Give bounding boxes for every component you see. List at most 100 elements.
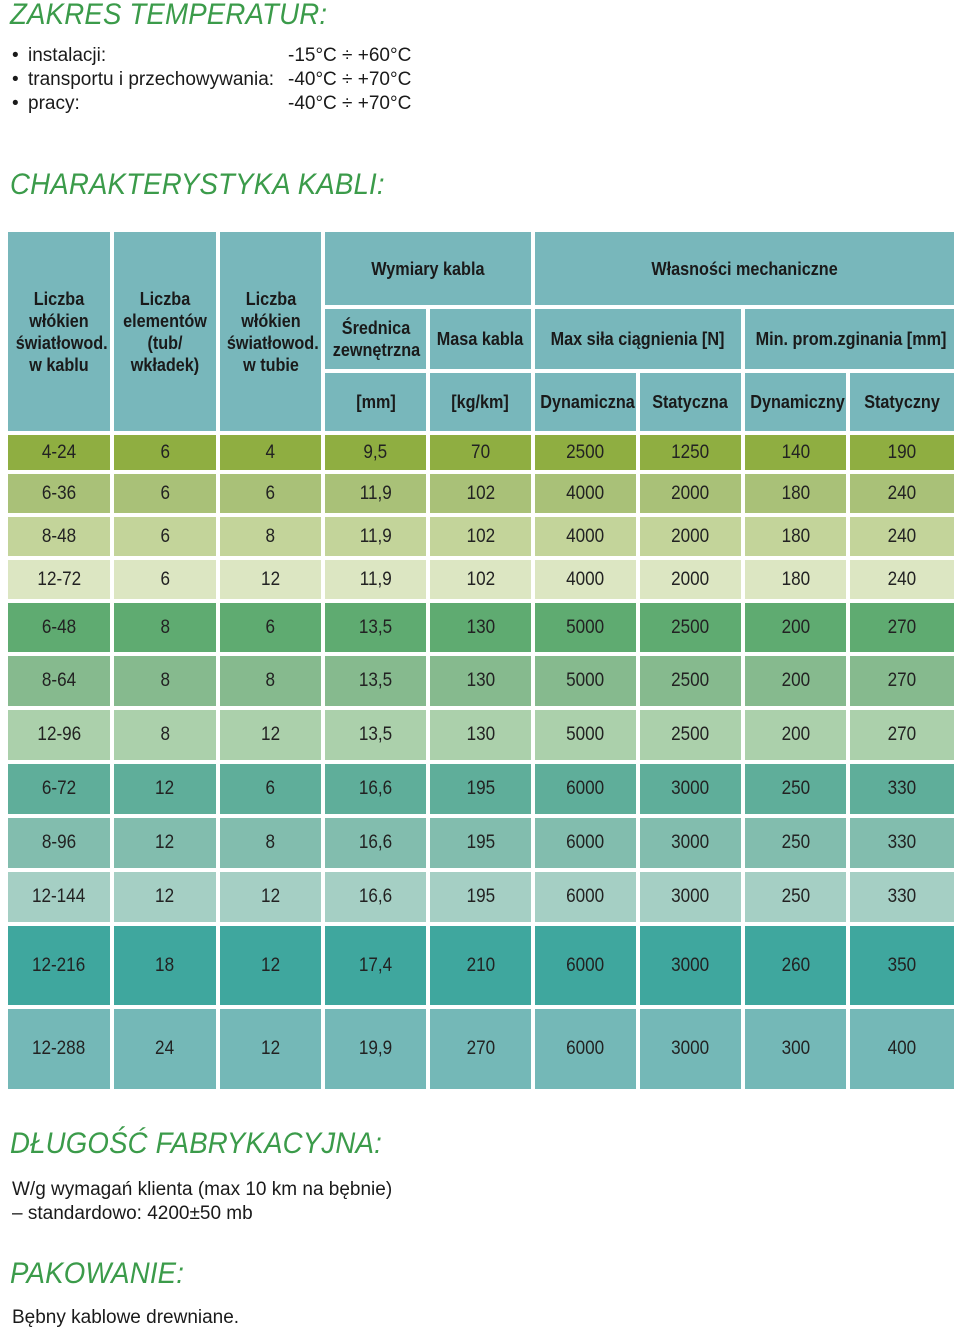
- temperature-label: transportu i przechowywania:: [28, 69, 275, 90]
- list-item: • instalacji: -15°C ÷ +60°C: [12, 45, 412, 66]
- cell-fibers-in-cable: 12-96: [8, 710, 110, 760]
- cell-bend-static: 330: [850, 818, 955, 868]
- cell-bend-static: 240: [850, 560, 955, 599]
- cell-fibers-in-tube: 6: [220, 603, 321, 652]
- cell-fibers-in-tube: 12: [220, 1009, 321, 1089]
- cell-pull-static: 2500: [640, 656, 741, 706]
- header-bend-dynamic: Dynamiczny: [745, 373, 846, 431]
- cell-bend-dynamic: 250: [745, 818, 846, 868]
- header-outer-diameter: Średnica zewnętrzna: [325, 309, 426, 369]
- cell-pull-static: 3000: [640, 926, 741, 1005]
- section-title-temperature: ZAKRES TEMPERATUR:: [10, 0, 328, 31]
- cell-fibers-in-tube: 8: [220, 818, 321, 868]
- cell-outer-diameter: 11,9: [325, 560, 426, 599]
- cell-pull-static: 3000: [640, 764, 741, 814]
- cell-outer-diameter: 11,9: [325, 474, 426, 513]
- production-length-text: W/g wymagań klienta (max 10 km na bębnie…: [12, 1178, 392, 1226]
- cell-cable-mass: 210: [430, 926, 531, 1005]
- cell-fibers-in-cable: 6-48: [8, 603, 110, 652]
- header-pull-dynamic: Dynamiczna: [535, 373, 636, 431]
- cell-fibers-in-cable: 8-64: [8, 656, 110, 706]
- table-row: 8-48 6 8 11,9 102 4000 2000 180 240: [8, 517, 955, 556]
- temperature-value: -15°C ÷ +60°C: [288, 45, 412, 66]
- table-row: 12-216 18 12 17,4 210 6000 3000 260 350: [8, 926, 955, 1005]
- cell-pull-dynamic: 4000: [535, 474, 636, 513]
- cell-fibers-in-cable: 8-96: [8, 818, 110, 868]
- cell-fibers-in-cable: 12-72: [8, 560, 110, 599]
- section-title-packaging: PAKOWANIE:: [10, 1257, 185, 1290]
- cell-outer-diameter: 11,9: [325, 517, 426, 556]
- table-row: 8-64 8 8 13,5 130 5000 2500 200 270: [8, 656, 955, 706]
- header-min-bend: Min. prom.zginania [mm]: [745, 309, 955, 369]
- cell-pull-static: 2000: [640, 560, 741, 599]
- cell-bend-static: 190: [850, 435, 955, 470]
- header-unit-mm: [mm]: [325, 373, 426, 431]
- cell-pull-static: 2500: [640, 603, 741, 652]
- temperature-list: • instalacji: -15°C ÷ +60°C • transportu i …: [12, 44, 411, 116]
- header-pull-static: Statyczna: [640, 373, 741, 431]
- header-elements: Liczba elementów (tub/ wkładek): [114, 232, 216, 431]
- cell-bend-dynamic: 180: [745, 560, 846, 599]
- cell-elements: 8: [114, 710, 216, 760]
- cell-fibers-in-tube: 12: [220, 926, 321, 1005]
- table-row: 4-24 6 4 9,5 70 2500 1250 140 190: [8, 435, 955, 470]
- cell-bend-dynamic: 300: [745, 1009, 846, 1089]
- table-body: 4-24 6 4 9,5 70 2500 1250 140 190 6-36 6 6 11,9 102 40…: [8, 435, 955, 1089]
- temperature-value: -40°C ÷ +70°C: [288, 69, 412, 90]
- cell-cable-mass: 195: [430, 818, 531, 868]
- cell-cable-mass: 195: [430, 872, 531, 922]
- cell-outer-diameter: 17,4: [325, 926, 426, 1005]
- table-row: 12-144 12 12 16,6 195 6000 3000 250 330: [8, 872, 955, 922]
- cell-elements: 18: [114, 926, 216, 1005]
- cell-fibers-in-tube: 8: [220, 656, 321, 706]
- cell-cable-mass: 270: [430, 1009, 531, 1089]
- cable-spec-table: Liczba włókien światłowod. w kablu Liczb…: [4, 228, 958, 1093]
- header-mechanical: Własności mechaniczne: [535, 232, 955, 305]
- cell-fibers-in-cable: 4-24: [8, 435, 110, 470]
- cell-fibers-in-cable: 8-48: [8, 517, 110, 556]
- cell-fibers-in-cable: 12-288: [8, 1009, 110, 1089]
- cell-elements: 8: [114, 603, 216, 652]
- cell-bend-dynamic: 180: [745, 517, 846, 556]
- cell-fibers-in-tube: 12: [220, 872, 321, 922]
- temperature-label: pracy:: [28, 93, 80, 114]
- cell-bend-static: 350: [850, 926, 955, 1005]
- cell-pull-static: 3000: [640, 872, 741, 922]
- cell-bend-dynamic: 250: [745, 764, 846, 814]
- cell-pull-dynamic: 6000: [535, 926, 636, 1005]
- cell-cable-mass: 102: [430, 560, 531, 599]
- cell-pull-dynamic: 6000: [535, 872, 636, 922]
- cell-pull-dynamic: 6000: [535, 764, 636, 814]
- cell-fibers-in-cable: 12-216: [8, 926, 110, 1005]
- section-title-production-length: DŁUGOŚĆ FABRYKACYJNA:: [10, 1127, 382, 1160]
- cell-outer-diameter: 9,5: [325, 435, 426, 470]
- cell-outer-diameter: 16,6: [325, 764, 426, 814]
- cell-fibers-in-cable: 6-36: [8, 474, 110, 513]
- cell-fibers-in-tube: 8: [220, 517, 321, 556]
- cell-pull-dynamic: 5000: [535, 710, 636, 760]
- cell-bend-dynamic: 260: [745, 926, 846, 1005]
- cell-outer-diameter: 16,6: [325, 872, 426, 922]
- header-cable-mass: Masa kabla: [430, 309, 531, 369]
- cell-pull-dynamic: 5000: [535, 656, 636, 706]
- cell-elements: 6: [114, 435, 216, 470]
- cell-pull-dynamic: 5000: [535, 603, 636, 652]
- cell-bend-static: 240: [850, 474, 955, 513]
- header-bend-static: Statyczny: [850, 373, 955, 431]
- cell-elements: 6: [114, 560, 216, 599]
- cell-outer-diameter: 13,5: [325, 710, 426, 760]
- table-row: 12-72 6 12 11,9 102 4000 2000 180 240: [8, 560, 955, 599]
- cell-cable-mass: 70: [430, 435, 531, 470]
- cell-pull-dynamic: 2500: [535, 435, 636, 470]
- cell-outer-diameter: 19,9: [325, 1009, 426, 1089]
- table-row: 8-96 12 8 16,6 195 6000 3000 250 330: [8, 818, 955, 868]
- table-row: 12-96 8 12 13,5 130 5000 2500 200 270: [8, 710, 955, 760]
- cell-fibers-in-tube: 12: [220, 710, 321, 760]
- cell-pull-dynamic: 4000: [535, 517, 636, 556]
- cell-pull-dynamic: 4000: [535, 560, 636, 599]
- section-title-characteristics: CHARAKTERYSTYKA KABLI:: [10, 168, 385, 201]
- cell-cable-mass: 130: [430, 656, 531, 706]
- header-max-pull: Max siła ciągnienia [N]: [535, 309, 741, 369]
- cell-fibers-in-tube: 12: [220, 560, 321, 599]
- header-dimensions: Wymiary kabla: [325, 232, 531, 305]
